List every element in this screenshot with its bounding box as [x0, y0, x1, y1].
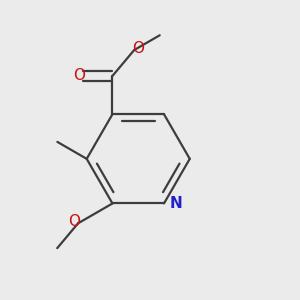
Text: O: O [68, 214, 80, 230]
Text: N: N [169, 196, 182, 211]
Text: O: O [73, 68, 85, 83]
Text: O: O [132, 41, 144, 56]
